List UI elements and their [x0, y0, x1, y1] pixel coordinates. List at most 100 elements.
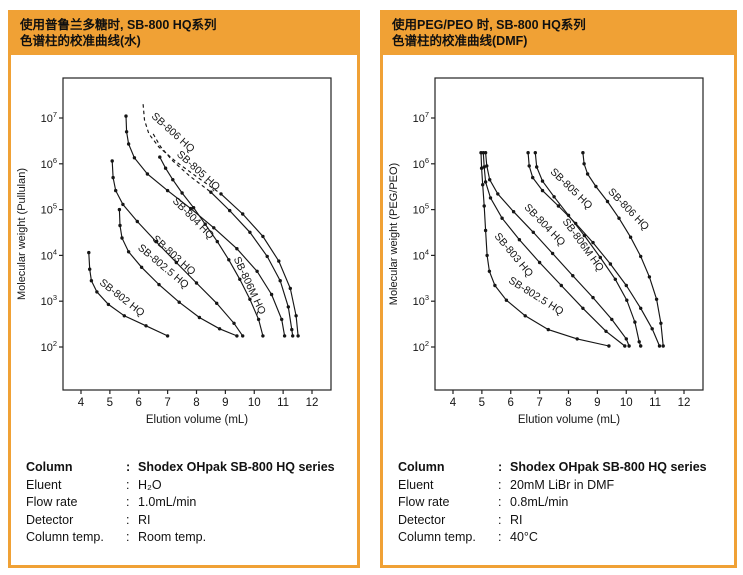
data-point-marker: [613, 277, 617, 281]
data-point-marker: [531, 230, 535, 234]
data-point-marker: [163, 166, 168, 170]
panel-pullulan-water: 使用普鲁兰多糖时, SB-800 HQ系列 色谱柱的校准曲线(水) 4 5 6 7 8 9…: [8, 10, 360, 568]
info-label: Column temp.: [398, 530, 476, 544]
series-SB-805-HQ: [527, 152, 661, 347]
info-row-column-temp: Column temp.: Room temp.: [26, 529, 357, 547]
data-point-marker: [650, 327, 654, 331]
info-row-eluent: Eluent:20mM LiBr in DMF: [398, 477, 734, 495]
data-point-marker: [126, 250, 131, 254]
y-tick-label: 104: [413, 247, 429, 262]
info-value: Shodex OHpak SB-800 HQ series: [510, 460, 707, 474]
data-point-marker: [605, 199, 610, 204]
data-point-marker: [106, 302, 111, 307]
data-point-marker: [482, 204, 486, 208]
y-tick-label: 105: [413, 202, 429, 217]
data-point-marker: [212, 226, 216, 230]
info-colon: :: [498, 512, 502, 527]
info-label: Flow rate: [398, 495, 450, 509]
data-point-marker: [526, 151, 530, 155]
data-point-marker: [487, 269, 492, 273]
data-point-marker: [582, 233, 587, 238]
data-point-marker: [288, 286, 292, 291]
panel-title-line2: 色谱柱的校准曲线(水): [20, 34, 141, 48]
series-SB-806-HQ: [582, 152, 664, 347]
data-point-marker: [157, 282, 161, 287]
data-point-marker: [659, 321, 663, 325]
curve-label-SB-806-HQ: SB-806 HQ: [605, 186, 651, 233]
series-dashed-SB-806-HQ: [142, 104, 222, 195]
data-point-marker: [122, 314, 127, 318]
series-SB-802-HQ: [88, 252, 168, 337]
info-label: Detector: [26, 512, 74, 527]
data-point-marker: [485, 253, 489, 258]
data-point-marker: [531, 175, 535, 180]
data-point-marker: [227, 258, 231, 262]
data-point-marker: [485, 164, 489, 168]
data-point-marker: [203, 222, 207, 226]
data-point-marker: [488, 196, 493, 200]
data-point-marker: [154, 239, 158, 244]
data-point-marker: [291, 334, 295, 338]
data-point-marker: [559, 283, 563, 288]
data-point-marker: [124, 130, 129, 134]
series-SB-806M-HQ: [534, 152, 642, 347]
info-label: Detector: [398, 512, 446, 527]
series-dashed-SB-805-HQ: [152, 133, 212, 193]
data-point-marker: [126, 142, 131, 146]
data-point-marker: [488, 178, 492, 182]
info-row-detector: Detector: RI: [26, 512, 357, 530]
data-point-marker: [639, 344, 643, 348]
info-row-flow-rate: Flow rate:0.8mL/min: [398, 494, 734, 512]
data-point-marker: [278, 279, 282, 283]
data-point-marker: [566, 213, 571, 217]
panel-peg-peo-dmf: 使用PEG/PEO 时, SB-800 HQ系列 色谱柱的校准曲线(DMF) 4…: [380, 10, 737, 568]
data-point-marker: [118, 223, 122, 228]
data-point-marker: [235, 247, 239, 251]
data-point-marker: [248, 230, 252, 234]
data-point-marker: [483, 151, 488, 155]
y-tick-label: 106: [41, 156, 57, 171]
data-point-marker: [191, 206, 196, 210]
y-tick-label: 106: [413, 156, 429, 171]
info-value: 20mM LiBr in DMF: [510, 477, 615, 492]
data-point-marker: [628, 235, 633, 239]
column-info-water: Column: Shodex OHpak SB-800 HQ series Elu…: [11, 459, 357, 547]
info-colon: :: [498, 495, 502, 509]
series-SB-802-5-HQ: [118, 209, 238, 337]
series-SB-804-HQ: [485, 152, 630, 347]
x-axis-label: Elution volume (mL): [518, 414, 620, 426]
data-point-marker: [483, 228, 488, 233]
data-point-marker: [627, 344, 631, 348]
data-point-marker: [294, 314, 298, 318]
data-point-marker: [625, 298, 629, 302]
data-point-marker: [286, 305, 290, 309]
data-point-marker: [165, 334, 170, 338]
data-point-marker: [88, 267, 92, 271]
info-label: Column: [398, 460, 445, 474]
data-point-marker: [248, 297, 252, 301]
column-info-dmf: Column: Shodex OHpak SB-800 HQ series Elu…: [383, 459, 734, 547]
data-point-marker: [533, 151, 537, 155]
x-tick-label: 6: [136, 397, 142, 409]
data-point-marker: [145, 172, 150, 176]
curve-label-SB-802-HQ: SB-802 HQ: [97, 277, 147, 320]
data-point-marker: [117, 207, 122, 212]
panel-header: 使用PEG/PEO 时, SB-800 HQ系列 色谱柱的校准曲线(DMF): [383, 13, 734, 55]
data-point-marker: [95, 290, 99, 294]
chart-svg-water: 4 5 6 7 8 9 10 11 12 102 103 104 105 106 107 Elution vo…: [16, 77, 332, 426]
data-point-marker: [194, 281, 199, 285]
y-tick-label: 103: [413, 293, 429, 308]
data-point-marker: [500, 216, 504, 220]
data-point-marker: [581, 151, 585, 155]
data-point-marker: [496, 192, 500, 196]
x-tick-label: 6: [508, 397, 514, 409]
curve-label-SB-805-HQ: SB-805 HQ: [174, 148, 222, 193]
info-row-eluent: Eluent: H₂O: [26, 477, 357, 495]
data-point-marker: [654, 297, 659, 301]
data-point-marker: [608, 262, 613, 266]
data-point-marker: [482, 165, 486, 169]
data-point-marker: [255, 269, 259, 273]
x-tick-label: 12: [678, 397, 691, 409]
data-point-marker: [139, 265, 144, 269]
y-tick-label: 107: [413, 110, 429, 125]
